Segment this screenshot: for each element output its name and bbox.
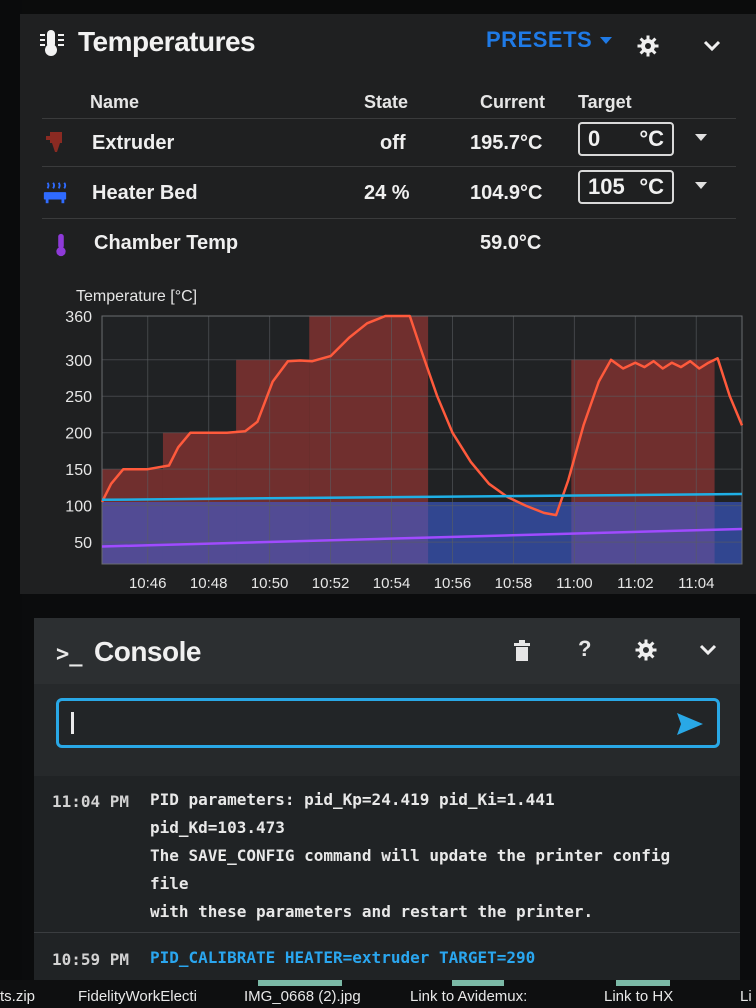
heater-name: Extruder bbox=[92, 132, 175, 154]
row-divider bbox=[42, 166, 736, 167]
console-panel: >_ Console ? bbox=[34, 618, 740, 980]
file-thumbnail bbox=[452, 980, 504, 986]
chevron-down-icon[interactable] bbox=[696, 638, 720, 662]
heater-bed-icon bbox=[43, 182, 67, 204]
log-command[interactable]: PID_CALIBRATE HEATER=extruder TARGET=290 bbox=[150, 948, 536, 967]
thermometer-lines-icon bbox=[40, 30, 64, 56]
table-row-heater-bed: Heater Bed 24 % 104.9°C 105 °C bbox=[20, 168, 736, 220]
panel-title: Temperatures bbox=[78, 26, 256, 57]
send-icon[interactable] bbox=[675, 711, 705, 737]
plot-frame bbox=[101, 315, 743, 565]
terminal-prompt-icon: >_ bbox=[56, 642, 83, 667]
target-unit: °C bbox=[639, 126, 664, 151]
x-tick-label: 10:50 bbox=[251, 575, 289, 592]
extruder-preset-chevron-icon[interactable] bbox=[695, 134, 707, 141]
target-value: 105 bbox=[588, 174, 625, 199]
table-row-extruder: Extruder off 195.7°C 0 °C bbox=[20, 118, 736, 170]
temperature-chart-svg: 50 100 150 200 250 300 360 10:46 10:48 10:50 10:52… bbox=[65, 309, 744, 592]
x-tick-label: 10:46 bbox=[129, 575, 167, 592]
x-tick-label: 10:52 bbox=[312, 575, 350, 592]
bed-target-band bbox=[102, 502, 742, 564]
console-command-input[interactable] bbox=[56, 698, 720, 748]
extruder-icon bbox=[46, 132, 62, 152]
x-tick-label: 11:02 bbox=[617, 575, 653, 592]
chevron-down-icon[interactable] bbox=[700, 34, 724, 58]
heater-state: 24 % bbox=[364, 182, 410, 204]
x-tick-label: 11:00 bbox=[556, 575, 592, 592]
y-tick-label: 150 bbox=[65, 462, 92, 479]
log-divider bbox=[34, 932, 740, 933]
bed-temperature-line bbox=[101, 492, 743, 502]
column-header-target: Target bbox=[578, 92, 632, 112]
row-divider bbox=[42, 118, 736, 119]
table-row-chamber-temp: Chamber Temp 59.0°C bbox=[20, 220, 736, 272]
log-timestamp: 10:59 PM bbox=[52, 950, 130, 969]
trash-icon[interactable] bbox=[512, 640, 532, 662]
text-cursor bbox=[71, 712, 74, 734]
thermometer-icon bbox=[56, 233, 66, 257]
column-header-current: Current bbox=[480, 92, 546, 112]
console-title: Console bbox=[94, 636, 201, 667]
x-tick-label: 11:04 bbox=[678, 575, 714, 592]
chart-title: Temperature [°C] bbox=[76, 288, 198, 305]
heater-state: off bbox=[380, 132, 406, 154]
temperatures-panel: Temperatures PRESETS Name State Cur bbox=[20, 14, 756, 594]
sensor-current-temp: 59.0°C bbox=[480, 232, 542, 254]
temperature-chart: Temperature [°C] 50 100 150 200 250 300 360 10:… bbox=[32, 282, 748, 592]
heater-current-temp: 195.7°C bbox=[470, 132, 543, 154]
log-message: PID parameters: pid_Kp=24.419 pid_Ki=1.4… bbox=[150, 790, 671, 921]
target-unit: °C bbox=[639, 174, 664, 199]
y-tick-label: 300 bbox=[65, 353, 92, 370]
desktop-file-item[interactable]: FidelityWorkElecti bbox=[78, 988, 197, 1005]
console-log: 11:04 PM PID parameters: pid_Kp=24.419 p… bbox=[34, 776, 740, 980]
gear-icon[interactable] bbox=[634, 638, 658, 662]
column-header-name: Name bbox=[90, 92, 140, 112]
x-tick-label: 10:48 bbox=[190, 575, 228, 592]
file-thumbnail bbox=[258, 980, 342, 986]
column-header-state: State bbox=[364, 92, 409, 112]
presets-button[interactable]: PRESETS bbox=[486, 26, 613, 54]
desktop-file-item[interactable]: Link to Avidemux: bbox=[410, 988, 528, 1005]
heater-name: Heater Bed bbox=[92, 182, 198, 204]
extruder-target-input[interactable]: 0 °C bbox=[578, 122, 674, 156]
desktop-file-item[interactable]: IMG_0668 (2).jpg bbox=[244, 988, 361, 1005]
console-header: >_ Console ? bbox=[34, 618, 740, 684]
temperatures-header: Temperatures PRESETS bbox=[20, 14, 756, 76]
presets-label: PRESETS bbox=[486, 27, 593, 52]
x-tick-label: 10:58 bbox=[495, 575, 533, 592]
desktop-left-edge bbox=[0, 0, 22, 1008]
heater-current-temp: 104.9°C bbox=[470, 182, 543, 204]
extruder-temperature-line bbox=[100, 314, 744, 517]
desktop-file-item[interactable]: Li bbox=[740, 988, 752, 1005]
x-tick-label: 10:54 bbox=[373, 575, 411, 592]
row-divider bbox=[42, 218, 736, 219]
heater-bed-target-input[interactable]: 105 °C bbox=[578, 170, 674, 204]
desktop-file-item[interactable]: Link to HX bbox=[604, 988, 674, 1005]
desktop-file-item[interactable]: ts.zip bbox=[0, 988, 36, 1005]
sensor-name: Chamber Temp bbox=[94, 232, 239, 254]
y-tick-label: 50 bbox=[74, 535, 92, 552]
y-tick-label: 360 bbox=[65, 309, 92, 326]
target-value: 0 bbox=[588, 126, 601, 151]
gear-icon[interactable] bbox=[636, 34, 660, 58]
y-tick-label: 250 bbox=[65, 389, 92, 406]
desktop-top-edge bbox=[0, 0, 756, 16]
y-tick-label: 200 bbox=[65, 426, 92, 443]
log-timestamp: 11:04 PM bbox=[52, 792, 130, 811]
file-thumbnail bbox=[616, 980, 670, 986]
x-tick-label: 10:56 bbox=[434, 575, 472, 592]
chevron-down-icon bbox=[600, 36, 613, 44]
chamber-temperature-line bbox=[101, 527, 743, 548]
help-icon[interactable]: ? bbox=[578, 636, 592, 661]
y-tick-label: 100 bbox=[65, 499, 92, 516]
heater-bed-preset-chevron-icon[interactable] bbox=[695, 182, 707, 189]
